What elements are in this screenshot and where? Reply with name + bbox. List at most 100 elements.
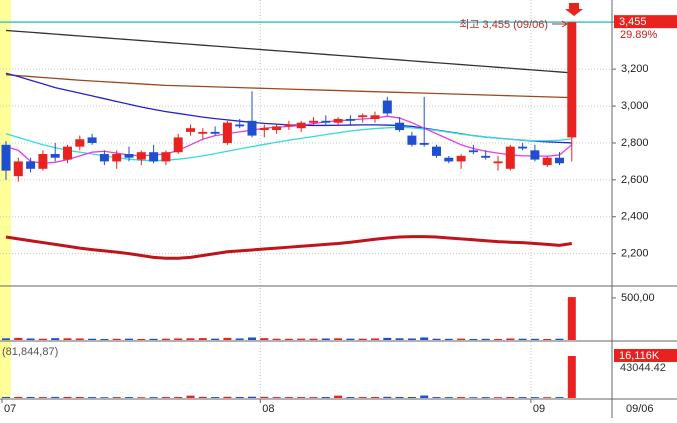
- bar: [125, 338, 133, 340]
- y-tick-label: 3,200: [621, 63, 649, 75]
- candle-body: [1, 144, 11, 171]
- x-tick-label: 08: [262, 403, 274, 415]
- bar: [543, 397, 552, 398]
- candle-body: [407, 135, 417, 145]
- bar: [248, 337, 256, 340]
- indicator-last-label: 16,116K: [619, 350, 660, 362]
- candle-body: [358, 115, 368, 118]
- price-label-box: [614, 15, 677, 29]
- price-label: 3,455: [619, 16, 647, 28]
- bar: [88, 397, 97, 398]
- bar: [321, 397, 330, 398]
- bar: [174, 338, 183, 340]
- bar: [432, 397, 441, 398]
- bar: [444, 397, 453, 398]
- candle-body: [296, 122, 306, 129]
- bar: [444, 338, 453, 340]
- bar: [112, 338, 121, 340]
- candle-body: [567, 22, 577, 138]
- bar: [469, 338, 478, 340]
- bar: [137, 338, 146, 340]
- bar: [530, 338, 539, 340]
- candle-body: [382, 100, 392, 114]
- grid: [0, 0, 616, 403]
- bar: [38, 338, 47, 340]
- moving-average: [5, 29, 572, 74]
- candle-body: [530, 150, 540, 160]
- bar: [334, 395, 343, 398]
- bar: [457, 397, 466, 398]
- bar: [481, 338, 490, 340]
- bar: [125, 397, 133, 398]
- candle-body: [124, 154, 134, 158]
- candle-body: [468, 150, 478, 153]
- candle-body: [321, 120, 331, 123]
- bar: [100, 338, 109, 340]
- bar: [518, 338, 527, 340]
- bar: [186, 338, 195, 340]
- candle-body: [456, 155, 466, 162]
- candle-body: [419, 142, 429, 145]
- bar: [407, 338, 416, 340]
- bar: [469, 397, 478, 398]
- bar: [174, 397, 183, 398]
- bar: [494, 338, 502, 340]
- candle-body: [136, 152, 146, 160]
- candle-body: [259, 128, 269, 131]
- candle-body: [542, 157, 552, 166]
- bar: [284, 338, 293, 340]
- bar: [567, 355, 576, 398]
- candle-body: [26, 161, 36, 169]
- candle-body: [235, 124, 245, 127]
- bar: [432, 338, 441, 340]
- bar: [358, 397, 367, 398]
- bar: [407, 397, 416, 398]
- candle-body: [272, 126, 282, 131]
- bar: [2, 396, 10, 398]
- candle-body: [370, 115, 380, 119]
- x-tick-label: 07: [4, 403, 16, 415]
- candle-body: [505, 146, 515, 169]
- y-tick-label: 2,400: [621, 211, 649, 223]
- candle-body: [161, 152, 171, 162]
- bar: [161, 397, 170, 398]
- high-marker: [565, 3, 583, 16]
- y-tick-label: 3,000: [621, 100, 649, 112]
- x-tick-label: 09: [533, 403, 545, 415]
- candle-body: [63, 146, 72, 160]
- candle-body: [99, 154, 109, 162]
- candle-body: [345, 118, 355, 121]
- bar: [51, 396, 60, 398]
- bar: [51, 338, 60, 340]
- bar: [260, 396, 269, 398]
- bar: [567, 297, 576, 340]
- bar: [555, 397, 564, 398]
- bar: [2, 338, 10, 340]
- candle-body: [518, 146, 528, 149]
- bar: [223, 396, 232, 398]
- candle-body: [149, 152, 159, 162]
- bar: [321, 338, 330, 340]
- candle-body: [222, 122, 232, 143]
- bar: [26, 397, 35, 398]
- bar: [506, 397, 515, 398]
- bar: [383, 396, 392, 398]
- candle-body: [13, 161, 23, 177]
- candle-body: [112, 154, 122, 162]
- bar: [260, 338, 269, 340]
- bar: [555, 338, 564, 340]
- candle-body: [333, 118, 343, 123]
- bar: [481, 397, 490, 398]
- bar: [371, 338, 379, 340]
- candle-body: [247, 120, 257, 136]
- candle-body: [395, 122, 405, 131]
- candle-body: [50, 154, 60, 158]
- y-tick-label: 2,200: [621, 248, 649, 260]
- moving-average: [5, 235, 573, 260]
- bar: [14, 396, 23, 398]
- bar: [186, 395, 195, 398]
- bar: [137, 397, 146, 398]
- bar: [161, 338, 170, 340]
- bar: [420, 395, 429, 398]
